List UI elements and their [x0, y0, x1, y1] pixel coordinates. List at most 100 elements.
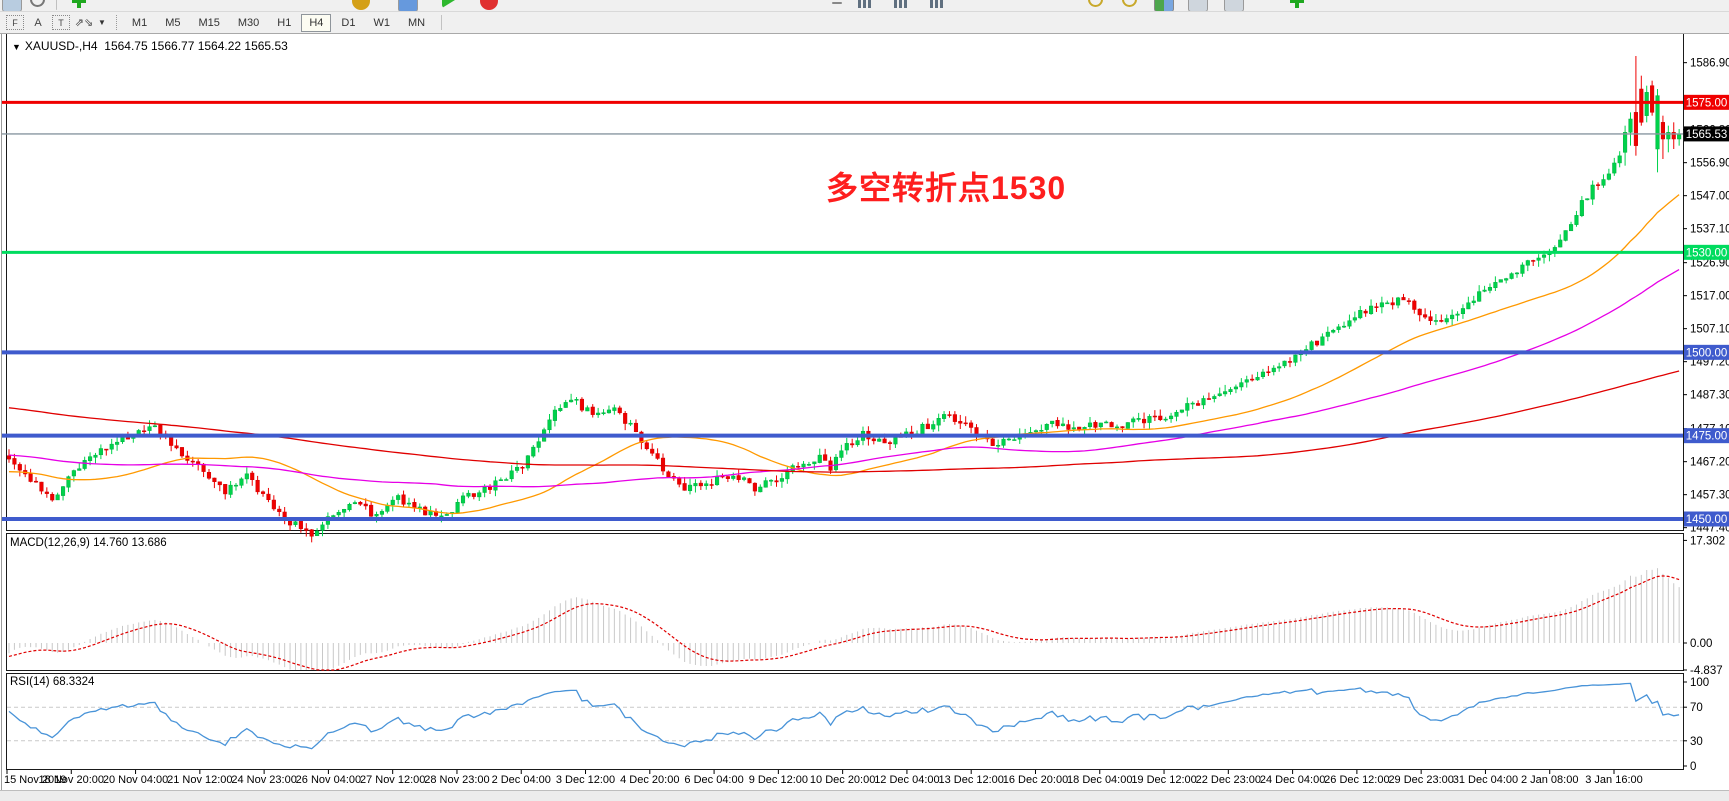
- time-tick-label: 27 Nov 12:00: [360, 774, 425, 786]
- time-tick-label: 26 Nov 04:00: [296, 774, 361, 786]
- time-tick-label: 29 Dec 23:00: [1388, 774, 1453, 786]
- price-tick-label: 1467.20: [1690, 457, 1729, 469]
- price-badge-1530.00: 1530.00: [1684, 244, 1729, 260]
- price-tick-label: 1507.10: [1690, 324, 1729, 336]
- time-tick-label: 18 Nov 20:00: [39, 774, 104, 786]
- arrange-windows-icon[interactable]: [1224, 0, 1244, 11]
- price-tick-label: 1586.90: [1690, 58, 1729, 70]
- timeframe-M5-button[interactable]: M5: [165, 16, 181, 29]
- rsi-tick-label: 70: [1690, 702, 1703, 714]
- collapse-triangle-icon[interactable]: ▼: [12, 42, 21, 52]
- time-tick-label: 2 Jan 08:00: [1521, 774, 1579, 786]
- timeframe-H1-button[interactable]: H1: [277, 16, 292, 29]
- svg-text:1500.00: 1500.00: [1686, 347, 1728, 359]
- ma-fast-line: [8, 194, 1680, 515]
- candlesticks: [6, 56, 1682, 543]
- new-order-icon[interactable]: [352, 0, 370, 10]
- timeframe-MN-button[interactable]: MN: [407, 16, 426, 29]
- tools-dropdown-caret-icon[interactable]: ▼: [98, 18, 106, 27]
- svg-text:1575.00: 1575.00: [1686, 97, 1728, 109]
- time-tick-label: 3 Jan 16:00: [1585, 774, 1643, 786]
- panel-borders: [1, 33, 1684, 790]
- macd-tick-label: -4.837: [1690, 665, 1723, 677]
- timeframe-D1-button[interactable]: D1: [341, 16, 356, 29]
- rsi-tick-label: 30: [1690, 736, 1703, 748]
- price-tick-label: 1547.00: [1690, 191, 1729, 203]
- macd-histogram: [8, 568, 1680, 670]
- rsi-levels: [7, 706, 1683, 742]
- zoom-out-icon[interactable]: [1122, 0, 1137, 7]
- time-tick-label: 22 Dec 23:00: [1196, 774, 1261, 786]
- market-watch-icon[interactable]: [398, 0, 418, 11]
- toolbar-separator: [441, 15, 443, 30]
- symbol-timeframe-label: XAUUSD-,H4: [24, 39, 98, 53]
- toolbar: F A T ⇗⇘ ▼ M1 M5 M15 M30 H1 H4 D1 W1 MN: [0, 0, 1729, 34]
- toolbar-separator: [115, 15, 118, 30]
- time-tick-label: 6 Dec 04:00: [684, 774, 743, 786]
- time-tick-label: 24 Dec 04:00: [1260, 774, 1325, 786]
- chart-shift-icon[interactable]: [2, 0, 22, 11]
- time-tick-label: 3 Dec 12:00: [556, 774, 615, 786]
- svg-text:1450.00: 1450.00: [1686, 514, 1728, 526]
- timeframe-M30-button[interactable]: M30: [237, 16, 260, 29]
- rsi-tick-label: 0: [1690, 761, 1696, 773]
- autotrading-icon[interactable]: [442, 0, 463, 8]
- price-axis: 1586.901566.801556.901547.001537.101526.…: [1683, 58, 1729, 535]
- toolbar-row-top: [0, 0, 1729, 12]
- time-tick-label: 15 Nov 2019: [4, 774, 66, 786]
- price-badge-1500.00: 1500.00: [1684, 344, 1729, 360]
- time-tick-label: 2 Dec 04:00: [492, 774, 551, 786]
- chart-canvas[interactable]: 1586.901566.801556.901547.001537.101526.…: [0, 33, 1729, 790]
- chart-window[interactable]: 1586.901566.801556.901547.001537.101526.…: [0, 33, 1729, 790]
- timeframe-M1-button[interactable]: M1: [131, 16, 148, 29]
- svg-text:1475.00: 1475.00: [1686, 431, 1728, 443]
- cascade-windows-icon[interactable]: [1188, 0, 1208, 11]
- draw-arrows-tool[interactable]: ⇗⇘: [74, 17, 94, 29]
- price-tick-label: 1517.00: [1690, 291, 1729, 303]
- price-tick-label: 1487.30: [1690, 390, 1729, 402]
- minus-icon[interactable]: [832, 2, 842, 4]
- macd-tick-label: 17.302: [1690, 535, 1725, 547]
- ma-slow-line: [8, 370, 1680, 473]
- panel-splitters[interactable]: [6, 531, 1683, 673]
- candlestick-chart-icon[interactable]: [892, 0, 910, 10]
- stop-icon[interactable]: [480, 0, 498, 10]
- time-tick-label: 20 Nov 04:00: [103, 774, 168, 786]
- time-tick-label: 24 Nov 23:00: [231, 774, 296, 786]
- text-label-tool[interactable]: T: [52, 15, 70, 30]
- rsi-tick-label: 100: [1690, 677, 1709, 689]
- timeframe-M15-button[interactable]: M15: [198, 16, 220, 29]
- time-tick-label: 12 Dec 04:00: [874, 774, 939, 786]
- macd-tick-label: 0.00: [1690, 638, 1712, 650]
- price-tick-label: 1526.90: [1690, 258, 1729, 270]
- zoom-icon[interactable]: [30, 0, 45, 7]
- arrow-tool[interactable]: A: [34, 16, 42, 29]
- tile-windows-icon[interactable]: [1154, 0, 1174, 11]
- time-tick-label: 18 Dec 04:00: [1067, 774, 1132, 786]
- bar-chart-icon[interactable]: [856, 0, 874, 10]
- new-chart-icon[interactable]: [70, 0, 88, 10]
- time-tick-label: 28 Nov 23:00: [424, 774, 489, 786]
- svg-text:1565.53: 1565.53: [1686, 129, 1728, 141]
- price-badge-1450.00: 1450.00: [1684, 511, 1729, 527]
- ma-mid-line: [8, 269, 1680, 488]
- price-tick-label: 1556.90: [1690, 158, 1729, 170]
- separator: [56, 0, 57, 10]
- macd-indicator-label: MACD(12,26,9) 14.760 13.686: [10, 537, 167, 549]
- macd-signal-line: [8, 575, 1680, 671]
- line-chart-icon[interactable]: [928, 0, 946, 10]
- add-indicator-icon[interactable]: [1288, 0, 1306, 10]
- timeframe-H4-button[interactable]: H4: [301, 13, 332, 32]
- chart-text-annotation: 多空转折点1530: [826, 170, 1067, 206]
- timeframe-W1-button[interactable]: W1: [373, 16, 390, 29]
- rsi-indicator-label: RSI(14) 68.3324: [10, 676, 95, 688]
- price-tick-label: 1457.30: [1690, 490, 1729, 502]
- font-properties-tool[interactable]: F: [6, 15, 24, 30]
- time-tick-label: 9 Dec 12:00: [749, 774, 808, 786]
- toolbar-row-tools: F A T ⇗⇘ ▼ M1 M5 M15 M30 H1 H4 D1 W1 MN: [0, 12, 1729, 33]
- bid-price-badge: 1565.53: [1684, 126, 1729, 142]
- price-tick-label: 1537.10: [1690, 224, 1729, 236]
- svg-text:1530.00: 1530.00: [1686, 247, 1728, 259]
- zoom-in-icon[interactable]: [1088, 0, 1103, 7]
